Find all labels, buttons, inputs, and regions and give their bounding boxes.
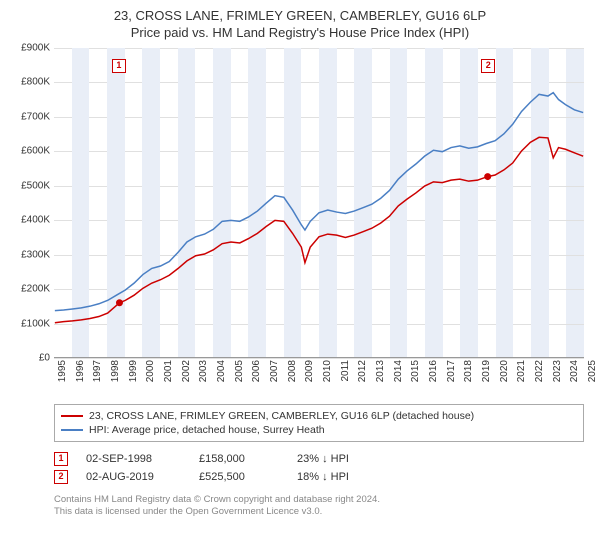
footer-line2: This data is licensed under the Open Gov…: [54, 506, 584, 518]
title-subtitle: Price paid vs. HM Land Registry's House …: [10, 25, 590, 40]
legend-row: 23, CROSS LANE, FRIMLEY GREEN, CAMBERLEY…: [61, 409, 577, 423]
line-svg: [54, 48, 584, 357]
x-tick-label: 2002: [181, 360, 192, 382]
x-tick-label: 2013: [375, 360, 386, 382]
y-tick-label: £500K: [21, 180, 50, 191]
x-tick-label: 2017: [446, 360, 457, 382]
series-price_paid: [55, 137, 583, 322]
y-tick-label: £700K: [21, 111, 50, 122]
x-tick-label: 2018: [463, 360, 474, 382]
y-tick-label: £0: [39, 353, 50, 364]
y-tick-label: £800K: [21, 77, 50, 88]
y-axis-labels: £0£100K£200K£300K£400K£500K£600K£700K£80…: [10, 48, 54, 358]
x-tick-label: 2020: [499, 360, 510, 382]
event-date: 02-SEP-1998: [86, 453, 181, 465]
y-tick-label: £900K: [21, 43, 50, 54]
x-tick-label: 2024: [569, 360, 580, 382]
event-price: £158,000: [199, 453, 279, 465]
event-marker: 2: [54, 470, 68, 484]
x-tick-label: 2010: [322, 360, 333, 382]
marker-box-2: 2: [481, 59, 495, 73]
x-tick-label: 2025: [587, 360, 598, 382]
x-tick-label: 2006: [251, 360, 262, 382]
event-diff: 23% ↓ HPI: [297, 453, 397, 465]
x-tick-label: 2014: [393, 360, 404, 382]
event-row: 1 02-SEP-1998 £158,000 23% ↓ HPI: [54, 450, 584, 468]
x-tick-label: 1997: [92, 360, 103, 382]
y-tick-label: £100K: [21, 318, 50, 329]
x-tick-label: 2001: [163, 360, 174, 382]
x-tick-label: 2007: [269, 360, 280, 382]
x-tick-label: 2012: [357, 360, 368, 382]
x-tick-label: 1996: [75, 360, 86, 382]
x-tick-label: 2009: [304, 360, 315, 382]
x-tick-label: 1999: [128, 360, 139, 382]
x-tick-label: 1995: [57, 360, 68, 382]
y-tick-label: £200K: [21, 284, 50, 295]
x-tick-label: 2019: [481, 360, 492, 382]
y-tick-label: £600K: [21, 146, 50, 157]
legend: 23, CROSS LANE, FRIMLEY GREEN, CAMBERLEY…: [54, 404, 584, 442]
legend-swatch: [61, 415, 83, 417]
x-tick-label: 2004: [216, 360, 227, 382]
event-row: 2 02-AUG-2019 £525,500 18% ↓ HPI: [54, 468, 584, 486]
x-tick-label: 2005: [234, 360, 245, 382]
event-diff: 18% ↓ HPI: [297, 471, 397, 483]
footer: Contains HM Land Registry data © Crown c…: [54, 494, 584, 519]
title-block: 23, CROSS LANE, FRIMLEY GREEN, CAMBERLEY…: [10, 8, 590, 40]
x-tick-label: 2000: [145, 360, 156, 382]
title-address: 23, CROSS LANE, FRIMLEY GREEN, CAMBERLEY…: [10, 8, 590, 23]
event-marker: 1: [54, 452, 68, 466]
chart-area: £0£100K£200K£300K£400K£500K£600K£700K£80…: [10, 48, 590, 358]
series-hpi: [55, 93, 583, 311]
x-tick-label: 2008: [287, 360, 298, 382]
legend-swatch: [61, 429, 83, 431]
x-axis-labels: 1995 1996 1997 1998 1999 2000 2001 2002 2003 2004…: [54, 358, 584, 398]
legend-row: HPI: Average price, detached house, Surr…: [61, 423, 577, 437]
footer-line1: Contains HM Land Registry data © Crown c…: [54, 494, 584, 506]
y-tick-label: £400K: [21, 215, 50, 226]
x-tick-label: 2023: [552, 360, 563, 382]
marker-dot-1: [116, 299, 123, 306]
chart-container: 23, CROSS LANE, FRIMLEY GREEN, CAMBERLEY…: [0, 0, 600, 525]
x-tick-label: 2015: [410, 360, 421, 382]
event-price: £525,500: [199, 471, 279, 483]
x-tick-label: 2021: [516, 360, 527, 382]
marker-dot-2: [484, 173, 491, 180]
x-tick-label: 2016: [428, 360, 439, 382]
x-tick-label: 1998: [110, 360, 121, 382]
event-date: 02-AUG-2019: [86, 471, 181, 483]
x-tick-label: 2003: [198, 360, 209, 382]
x-tick-label: 2011: [340, 360, 351, 382]
y-tick-label: £300K: [21, 249, 50, 260]
x-tick-label: 2022: [534, 360, 545, 382]
legend-label: HPI: Average price, detached house, Surr…: [89, 424, 325, 436]
marker-box-1: 1: [112, 59, 126, 73]
plot-area: 12: [54, 48, 584, 358]
event-list: 1 02-SEP-1998 £158,000 23% ↓ HPI 2 02-AUG-201…: [54, 450, 584, 486]
legend-label: 23, CROSS LANE, FRIMLEY GREEN, CAMBERLEY…: [89, 410, 474, 422]
